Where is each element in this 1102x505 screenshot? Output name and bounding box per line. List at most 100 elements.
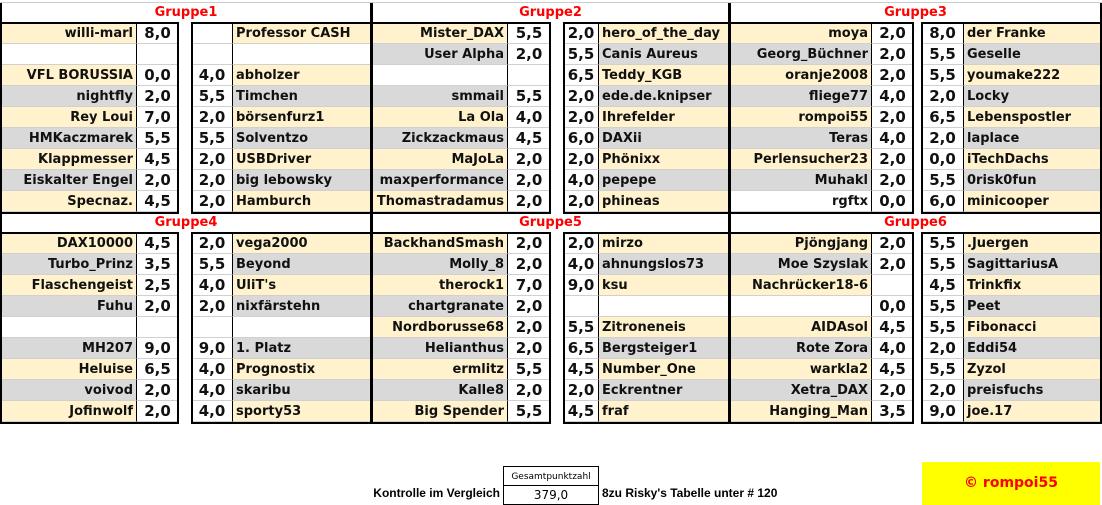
score-left[interactable]: 8,0 [137,23,178,44]
player-name-right[interactable]: börsenfurz1 [232,107,370,128]
player-name-left[interactable]: willi-marl [2,23,137,44]
score-right[interactable]: 5,5 [192,86,232,107]
player-name-left[interactable]: AIDAsol [731,317,872,338]
score-right[interactable]: 4,0 [564,254,598,275]
player-name-left[interactable]: Rote Zora [731,338,872,359]
player-name-left[interactable]: HMKaczmarek [2,128,137,149]
player-name-left[interactable]: Jofinwolf [2,401,137,422]
score-left[interactable]: 2,0 [872,44,913,65]
player-name-right[interactable]: UliT's [232,275,370,296]
player-name-right[interactable]: abholzer [232,65,370,86]
score-right[interactable]: 2,0 [564,86,598,107]
score-left[interactable]: 2,5 [137,275,178,296]
score-right[interactable]: 6,5 [922,107,963,128]
score-left[interactable]: 4,5 [137,191,178,212]
score-left[interactable]: 2,0 [872,170,913,191]
score-left[interactable]: 4,5 [508,128,550,149]
player-name-left[interactable]: MaJoLa [373,149,508,170]
score-right[interactable]: 6,0 [564,128,598,149]
player-name-left[interactable]: La Ola [373,107,508,128]
player-name-right[interactable]: ksu [598,275,728,296]
score-left[interactable]: 0,0 [872,296,913,317]
score-left[interactable]: 2,0 [508,317,550,338]
score-right[interactable]: 0,0 [922,149,963,170]
score-right[interactable]: 6,5 [564,338,598,359]
player-name-right[interactable]: USBDriver [232,149,370,170]
player-name-right[interactable]: ede.de.knipser [598,86,728,107]
score-right[interactable]: 4,0 [564,170,598,191]
score-right[interactable]: 2,0 [922,380,963,401]
score-right[interactable]: 2,0 [192,107,232,128]
score-right[interactable]: 5,5 [192,254,232,275]
score-right[interactable]: 5,5 [564,317,598,338]
score-left[interactable]: 2,0 [508,338,550,359]
score-left[interactable]: 0,0 [137,65,178,86]
player-name-left[interactable]: Xetra_DAX [731,380,872,401]
score-right[interactable]: 5,5 [922,65,963,86]
player-name-left[interactable]: moya [731,23,872,44]
score-right[interactable]: 2,0 [192,191,232,212]
score-right[interactable]: 5,5 [192,128,232,149]
total-value[interactable]: 379,0 [503,485,599,505]
score-left[interactable]: 2,0 [508,191,550,212]
score-left[interactable]: 2,0 [137,380,178,401]
score-left[interactable]: 2,0 [508,44,550,65]
player-name-left[interactable]: Teras [731,128,872,149]
player-name-right[interactable]: Hamburch [232,191,370,212]
score-right[interactable]: 4,0 [192,65,232,86]
score-left[interactable]: 2,0 [872,65,913,86]
score-left[interactable]: 0,0 [872,191,913,212]
score-left[interactable]: 7,0 [137,107,178,128]
player-name-right[interactable]: hero_of_the_day [598,23,728,44]
player-name-left[interactable]: Mister_DAX [373,23,508,44]
player-name-right[interactable]: Professor CASH [232,23,370,44]
player-name-left[interactable]: rgftx [731,191,872,212]
score-right[interactable] [192,317,232,338]
player-name-right[interactable]: skaribu [232,380,370,401]
score-left[interactable]: 2,0 [137,86,178,107]
score-right[interactable]: 8,0 [922,23,963,44]
player-name-right[interactable]: Zyzol [963,359,1100,380]
score-right[interactable]: 4,5 [922,275,963,296]
score-right[interactable]: 5,5 [922,44,963,65]
player-name-right[interactable]: mirzo [598,233,728,254]
score-left[interactable]: 4,5 [137,233,178,254]
player-name-left[interactable]: Moe Szyslak [731,254,872,275]
player-name-left[interactable]: Muhakl [731,170,872,191]
score-right[interactable]: 2,0 [564,23,598,44]
player-name-right[interactable]: SagittariusA [963,254,1100,275]
score-left[interactable]: 2,0 [508,233,550,254]
score-left[interactable] [137,44,178,65]
player-name-right[interactable]: Lebenspostler [963,107,1100,128]
score-right[interactable]: 2,0 [564,380,598,401]
player-name-right[interactable]: preisfuchs [963,380,1100,401]
score-left[interactable]: 2,0 [137,296,178,317]
player-name-left[interactable]: MH207 [2,338,137,359]
player-name-right[interactable]: big lebowsky [232,170,370,191]
player-name-right[interactable]: Trinkfix [963,275,1100,296]
player-name-left[interactable]: Molly_8 [373,254,508,275]
score-right[interactable]: 2,0 [192,296,232,317]
player-name-right[interactable]: Peet [963,296,1100,317]
score-left[interactable]: 5,5 [137,128,178,149]
player-name-left[interactable]: Perlensucher23 [731,149,872,170]
player-name-right[interactable]: Eddi54 [963,338,1100,359]
player-name-left[interactable]: VFL BORUSSIA [2,65,137,86]
player-name-left[interactable]: Hanging_Man [731,401,872,422]
score-left[interactable]: 4,5 [872,359,913,380]
score-right[interactable]: 2,0 [564,149,598,170]
score-right[interactable]: 5,5 [922,359,963,380]
player-name-right[interactable]: sporty53 [232,401,370,422]
player-name-left[interactable]: warkla2 [731,359,872,380]
score-right[interactable]: 5,5 [922,317,963,338]
score-right[interactable]: 6,0 [922,191,963,212]
score-left[interactable]: 3,5 [137,254,178,275]
score-left[interactable]: 4,0 [872,128,913,149]
player-name-right[interactable] [232,44,370,65]
player-name-left[interactable]: Big Spender [373,401,508,422]
player-name-left[interactable] [373,65,508,86]
player-name-left[interactable]: chartgranate [373,296,508,317]
score-left[interactable]: 2,0 [137,170,178,191]
player-name-left[interactable]: oranje2008 [731,65,872,86]
score-left[interactable]: 4,5 [137,149,178,170]
